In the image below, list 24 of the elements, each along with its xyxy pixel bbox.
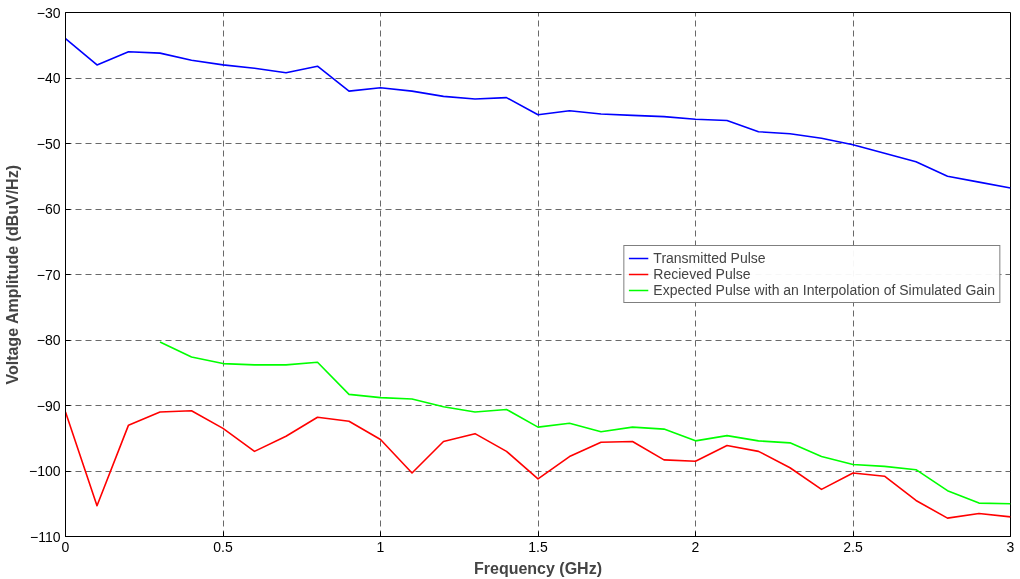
line-series [159,341,1011,505]
y-tick-label: −110 [30,528,61,545]
line-series [65,409,1011,519]
legend-label: Recieved Pulse [653,266,751,282]
y-tick-label: −100 [28,463,61,479]
y-tick-label: −70 [36,266,61,283]
y-tick-label: −90 [36,397,61,414]
x-tick-label: 3 [1006,538,1015,555]
legend-label: Transmitted Pulse [653,250,766,266]
line-series [65,37,1011,189]
x-tick-label: 0.5 [213,538,233,555]
y-tick-label: −40 [36,70,61,86]
x-tick-label: 2.5 [843,538,863,555]
x-tick-label: 0 [61,538,70,555]
x-tick-label: 1.5 [528,538,548,555]
y-axis-title: Voltage Amplitude (dBuV/Hz) [3,165,21,385]
x-tick-label: 1 [376,538,385,555]
y-tick-label: −30 [36,4,61,21]
x-tick-label: 2 [691,538,700,555]
y-tick-label: −80 [36,332,61,348]
y-tick-label: −50 [36,135,61,152]
legend-label: Expected Pulse with an Interpolation of Simulated Gain [653,282,995,298]
y-tick-label: −60 [36,201,61,217]
x-axis-title: Frequency (GHz) [473,559,603,577]
